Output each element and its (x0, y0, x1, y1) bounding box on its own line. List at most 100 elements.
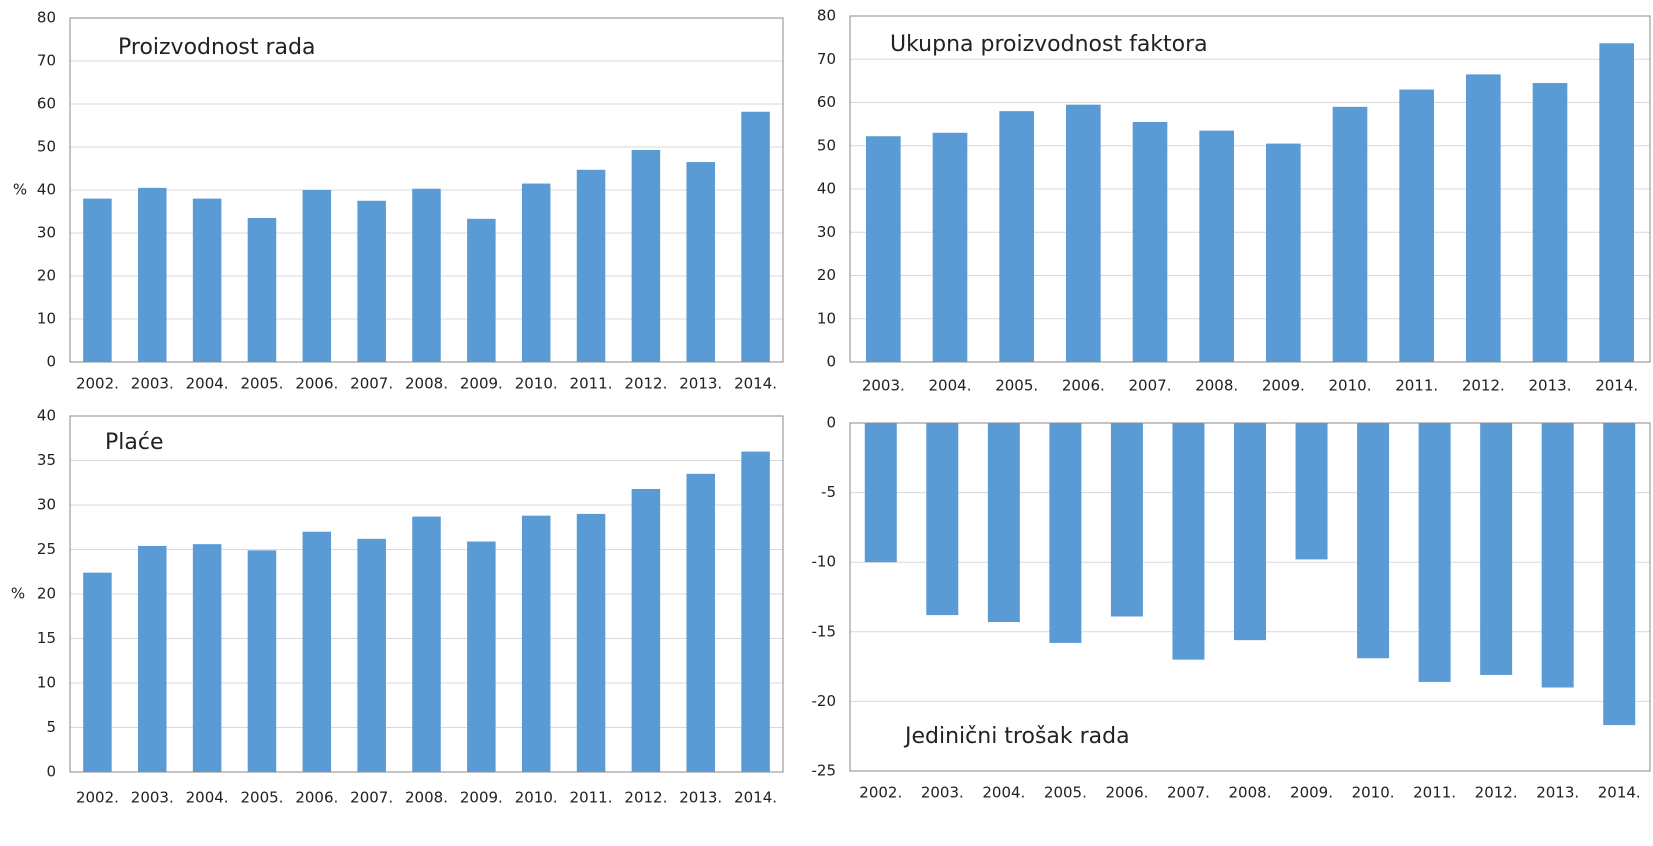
y-tick-label: 10 (817, 309, 836, 327)
bar (138, 187, 167, 362)
x-tick-label: 2009. (460, 789, 503, 807)
y-tick-label: 80 (817, 7, 836, 25)
x-tick-label: 2002. (859, 784, 902, 802)
x-tick-label: 2010. (515, 375, 558, 393)
y-tick-label: 0 (46, 353, 56, 371)
x-tick-label: 2006. (1062, 377, 1105, 395)
chart-title: Plaće (105, 430, 164, 455)
bar (1066, 104, 1101, 362)
panel: 0 10 20 30 40 50 60 70 80 2002. 2003. 2004. 2005. 200… (13, 9, 784, 393)
bar (302, 190, 332, 362)
panel: -25 -20 -15 -10 -5 0 2002. 2003. 2004. 2005. 2006.… (812, 414, 1651, 802)
x-tick-label: 2010. (1329, 377, 1372, 395)
bar (357, 200, 386, 362)
x-tick-label: 2004. (929, 377, 972, 395)
bar (631, 488, 661, 772)
x-tick-label: 2013. (1536, 784, 1579, 802)
bar (412, 516, 441, 772)
x-tick-label: 2012. (624, 789, 667, 807)
y-tick-label: 20 (817, 266, 836, 284)
x-tick-label: 2007. (1167, 784, 1210, 802)
bar (521, 183, 551, 362)
bar (1603, 423, 1636, 726)
bar (357, 538, 386, 772)
bar (1332, 106, 1368, 362)
x-tick-label: 2006. (295, 789, 338, 807)
bar (1418, 423, 1451, 682)
bar (467, 218, 496, 362)
bar (1199, 130, 1234, 362)
y-tick-label: 40 (37, 181, 56, 199)
y-tick-label: 50 (817, 136, 836, 154)
bar (192, 198, 222, 362)
y-tick-label: -15 (812, 622, 837, 640)
bar (741, 451, 770, 772)
y-tick-label: 20 (37, 267, 56, 285)
bar (1049, 423, 1082, 643)
x-tick-label: 2003. (921, 784, 964, 802)
x-tick-label: 2005. (240, 375, 283, 393)
bar (1132, 121, 1168, 363)
bar (412, 188, 441, 362)
y-tick-label: 0 (826, 414, 836, 432)
x-tick-label: 2003. (862, 377, 905, 395)
bar (1466, 74, 1501, 362)
x-tick-label: 2005. (240, 789, 283, 807)
y-tick-label: 60 (817, 93, 836, 111)
panel: 0 5 10 15 20 25 30 35 40 2002. 2003. 2004. 2005. 2006… (11, 407, 784, 807)
bar (1172, 423, 1205, 660)
x-tick-label: 2004. (186, 789, 229, 807)
y-tick-label: 50 (37, 138, 56, 156)
y-tick-label: 70 (37, 52, 56, 70)
y-tick-label: 30 (817, 223, 836, 241)
bar (686, 473, 715, 772)
bar (987, 423, 1020, 623)
x-tick-label: 2011. (1413, 784, 1456, 802)
bar (932, 132, 968, 362)
x-tick-label: 2002. (76, 789, 119, 807)
chart-title: Proizvodnost rada (118, 35, 315, 60)
y-tick-label: 80 (37, 9, 56, 27)
x-tick-label: 2002. (76, 375, 119, 393)
x-tick-label: 2011. (570, 789, 613, 807)
x-tick-label: 2006. (1105, 784, 1148, 802)
bar (631, 150, 661, 362)
chart-title: Ukupna proizvodnost faktora (890, 32, 1208, 57)
x-tick-label: 2014. (1598, 784, 1641, 802)
x-tick-label: 2004. (186, 375, 229, 393)
y-tick-label: 20 (37, 585, 56, 603)
bar (302, 531, 332, 772)
bar (741, 111, 770, 363)
y-tick-label: 0 (46, 763, 56, 781)
y-tick-label: 10 (37, 310, 56, 328)
x-tick-label: 2013. (679, 375, 722, 393)
bar (83, 572, 112, 772)
y-tick-label: 5 (46, 718, 56, 736)
panel: 0 10 20 30 40 50 60 70 80 2003. 2004. 2005. 2006. 200… (817, 7, 1651, 395)
x-tick-label: 2007. (350, 375, 393, 393)
y-tick-label: 15 (37, 629, 56, 647)
x-tick-label: 2008. (1229, 784, 1272, 802)
bar (247, 550, 277, 772)
bar (866, 136, 901, 362)
y-tick-label: -10 (812, 553, 837, 571)
x-tick-label: 2003. (131, 789, 174, 807)
bar (247, 217, 277, 362)
bar (1357, 423, 1390, 659)
plot-border (849, 15, 1651, 363)
bar (1599, 43, 1634, 363)
bar (999, 111, 1034, 363)
y-tick-label: 30 (37, 496, 56, 514)
x-tick-label: 2014. (734, 789, 777, 807)
x-tick-label: 2008. (405, 375, 448, 393)
bar (138, 545, 167, 772)
bar (1399, 89, 1434, 363)
bar (1541, 423, 1574, 688)
x-tick-label: 2007. (350, 789, 393, 807)
x-tick-label: 2012. (1462, 377, 1505, 395)
x-tick-label: 2012. (624, 375, 667, 393)
x-tick-label: 2008. (405, 789, 448, 807)
bar (1234, 423, 1266, 641)
bar (1532, 83, 1568, 362)
y-tick-label: 25 (37, 540, 56, 558)
